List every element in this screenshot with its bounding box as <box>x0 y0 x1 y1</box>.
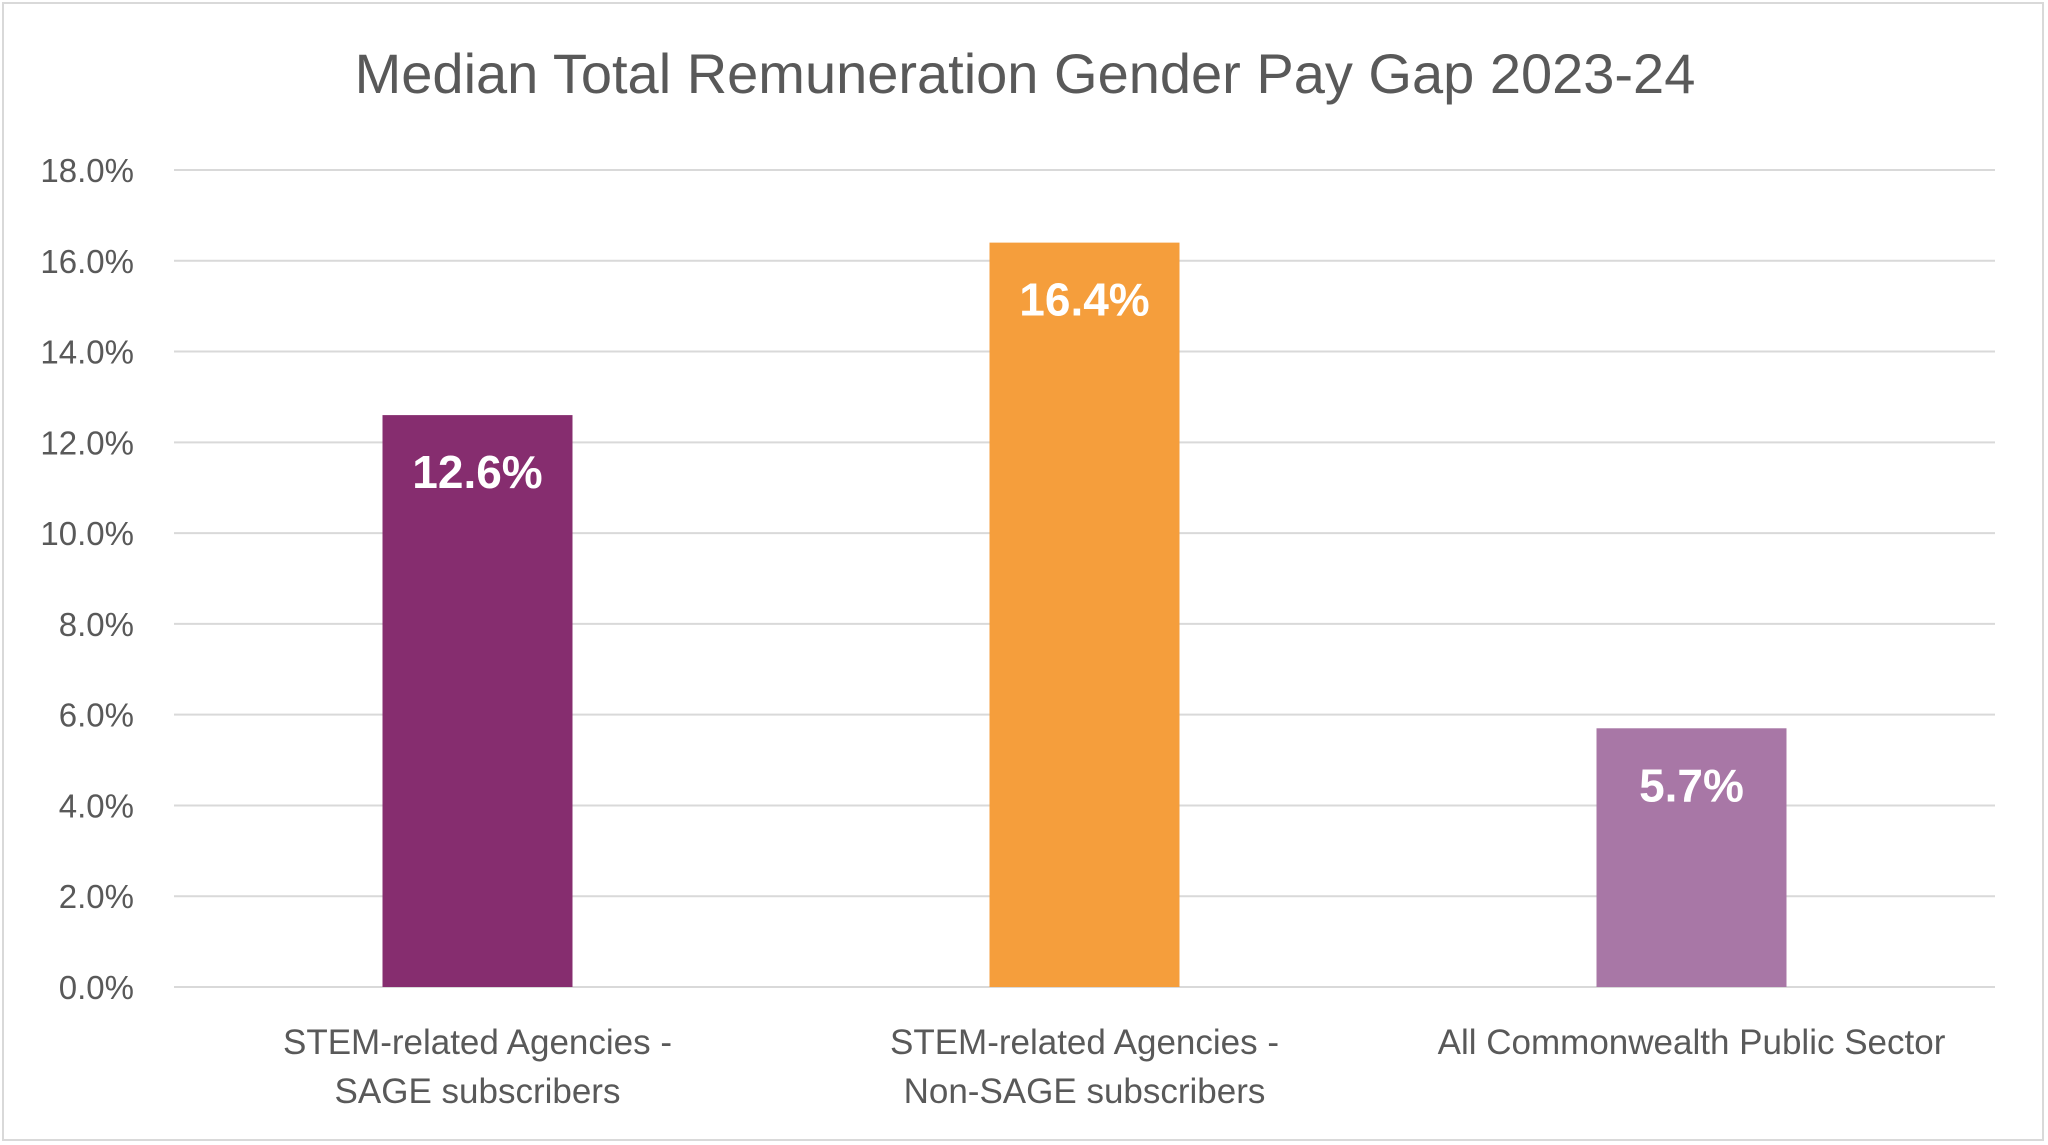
chart-title: Median Total Remuneration Gender Pay Gap… <box>355 42 1696 105</box>
y-tick-label: 0.0% <box>59 969 134 1006</box>
y-tick-label: 16.0% <box>40 243 134 280</box>
bar <box>382 415 573 988</box>
x-category-label-line: SAGE subscribers <box>335 1072 621 1111</box>
x-axis-category-labels: STEM-related Agencies -SAGE subscribersS… <box>283 1023 1946 1111</box>
x-category-label-line: Non-SAGE subscribers <box>904 1072 1266 1111</box>
data-label: 16.4% <box>1019 274 1149 326</box>
data-labels: 12.6% 16.4% 5.7% <box>412 274 1744 812</box>
y-tick-label: 8.0% <box>59 606 134 643</box>
data-label: 12.6% <box>412 446 542 498</box>
y-axis-tick-labels: 0.0% 2.0% 4.0% 6.0% 8.0% 10.0% 12.0% 14.0% 16.0%… <box>40 152 134 1006</box>
x-category-label: STEM-related Agencies - SAGE subscribers <box>283 1023 672 1111</box>
bars <box>382 242 1787 988</box>
x-category-label-line: STEM-related Agencies - <box>283 1023 672 1062</box>
y-tick-label: 14.0% <box>40 334 134 371</box>
bar <box>989 242 1180 988</box>
y-tick-label: 18.0% <box>40 152 134 189</box>
data-label: 5.7% <box>1639 759 1744 811</box>
y-tick-label: 2.0% <box>59 878 134 915</box>
y-tick-label: 12.0% <box>40 424 134 461</box>
bar <box>1596 728 1787 987</box>
y-tick-label: 4.0% <box>59 787 134 824</box>
y-tick-label: 10.0% <box>40 515 134 552</box>
y-tick-label: 6.0% <box>59 697 134 734</box>
x-category-label-line: All Commonwealth Public Sector <box>1438 1023 1946 1062</box>
x-category-label: STEM-related Agencies - Non-SAGE subscrib… <box>890 1023 1279 1111</box>
x-category-label-line: STEM-related Agencies - <box>890 1023 1279 1062</box>
x-category-label: All Commonwealth Public Sector <box>1438 1023 1946 1062</box>
